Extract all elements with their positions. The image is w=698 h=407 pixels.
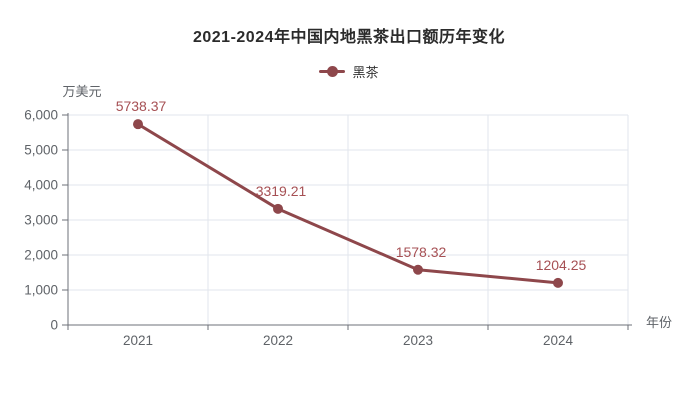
y-tick-label: 4,000	[24, 178, 58, 193]
data-label: 1204.25	[536, 257, 587, 273]
y-tick-label: 6,000	[24, 108, 58, 123]
x-axis-name: 年份	[646, 315, 672, 330]
y-axis-name: 万美元	[62, 84, 101, 99]
y-tick-label: 1,000	[24, 283, 58, 298]
series-line[interactable]	[136, 122, 560, 285]
data-point[interactable]	[413, 264, 423, 275]
data-label: 1578.32	[396, 244, 447, 260]
data-label: 3319.21	[256, 183, 307, 199]
y-tick-label: 5,000	[24, 143, 58, 158]
data-label: 5738.37	[116, 98, 167, 114]
y-tick-label: 0	[50, 318, 58, 333]
data-point[interactable]	[133, 119, 143, 130]
x-tick-label: 2023	[403, 333, 433, 348]
y-tick-label: 2,000	[24, 248, 58, 263]
x-tick-label: 2024	[543, 333, 574, 348]
data-point[interactable]	[273, 203, 283, 214]
legend-line-marker-icon	[319, 65, 346, 77]
x-tick-label: 2022	[263, 333, 293, 348]
legend-item[interactable]: 黑茶	[0, 63, 698, 80]
x-tick-label: 2021	[123, 333, 153, 348]
legend-dot-icon	[327, 65, 339, 77]
legend-label: 黑茶	[352, 64, 379, 80]
chart-title: 2021-2024年中国内地黑茶出口额历年变化	[192, 29, 506, 46]
data-point[interactable]	[553, 277, 563, 288]
y-tick-label: 3,000	[24, 213, 58, 228]
